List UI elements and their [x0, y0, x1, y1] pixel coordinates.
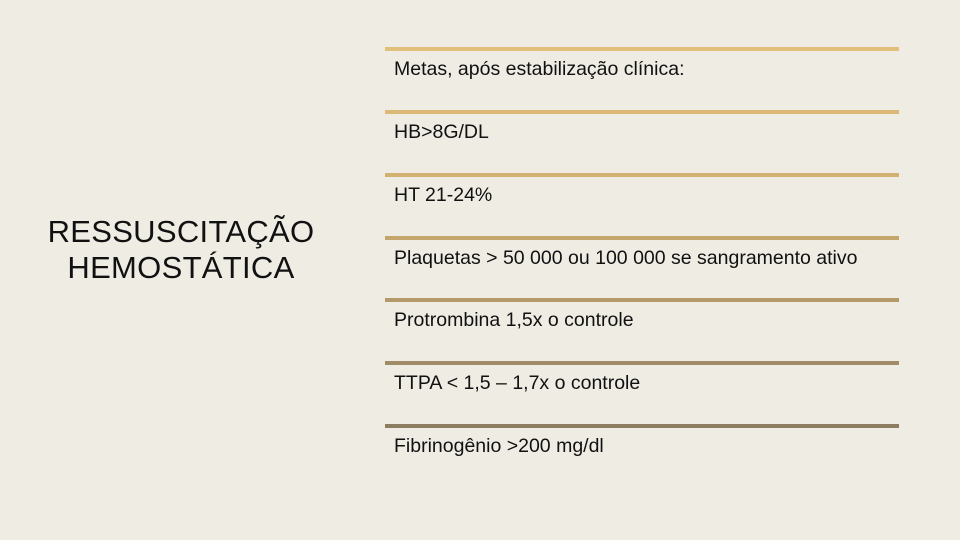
goal-item: Protrombina 1,5x o controle — [385, 298, 899, 331]
goal-text: HT 21-24% — [394, 184, 493, 206]
divider — [385, 47, 899, 51]
goal-text: Protrombina 1,5x o controle — [394, 309, 634, 331]
slide-title: RESSUSCITAÇÃO HEMOSTÁTICA — [47, 214, 315, 285]
goal-item: Fibrinogênio >200 mg/dl — [385, 424, 899, 457]
divider — [385, 298, 899, 302]
goal-text: Plaquetas > 50 000 ou 100 000 se sangram… — [394, 247, 858, 269]
divider — [385, 236, 899, 240]
goal-text: HB>8G/DL — [394, 121, 489, 143]
goal-item: HB>8G/DL — [385, 110, 899, 143]
divider — [385, 424, 899, 428]
divider — [385, 361, 899, 365]
goal-text: Fibrinogênio >200 mg/dl — [394, 435, 604, 457]
goal-item: HT 21-24% — [385, 173, 899, 206]
divider — [385, 173, 899, 177]
goal-item: Plaquetas > 50 000 ou 100 000 se sangram… — [385, 236, 899, 269]
goal-text: TTPA < 1,5 – 1,7x o controle — [394, 372, 641, 394]
divider — [385, 110, 899, 114]
goal-item: TTPA < 1,5 – 1,7x o controle — [385, 361, 899, 394]
goal-text: Metas, após estabilização clínica: — [394, 58, 685, 80]
goal-item: Metas, após estabilização clínica: — [385, 47, 899, 80]
